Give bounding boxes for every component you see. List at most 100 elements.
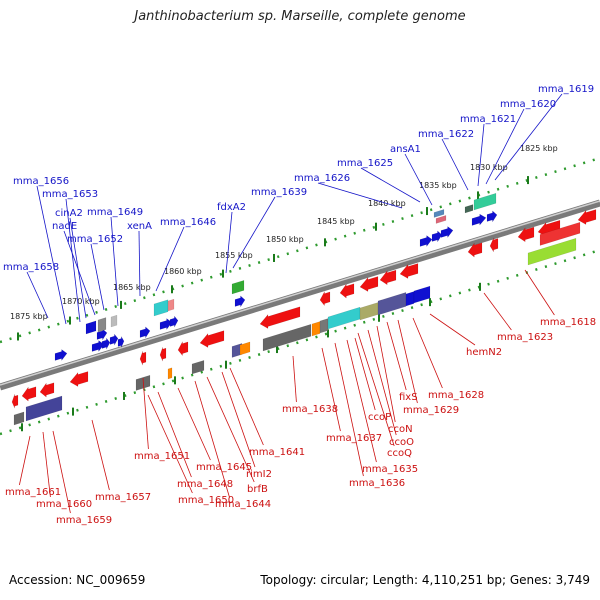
reverse-gene-label: mma_1618	[540, 317, 596, 328]
gene-glyph	[39, 382, 55, 398]
gene-glyph	[577, 209, 597, 225]
gene-glyph	[177, 341, 189, 357]
gene-glyph	[319, 291, 331, 307]
reverse-gene-leader	[429, 313, 476, 346]
gene-glyph	[231, 343, 243, 358]
reverse-gene-leader	[52, 430, 71, 514]
forward-gene-label: mma_1646	[160, 217, 216, 228]
forward-gene-leader	[477, 123, 485, 187]
forward-gene-leader	[317, 182, 403, 209]
gene-glyph	[110, 314, 118, 328]
gene-glyph	[91, 339, 105, 353]
reverse-gene-leader	[177, 387, 211, 461]
reverse-gene-leader	[42, 431, 51, 498]
gene-glyph	[311, 321, 321, 337]
gene-glyph	[431, 230, 443, 243]
reverse-gene-label: ccoN	[388, 424, 413, 435]
reverse-gene-leader	[321, 347, 341, 432]
reverse-gene-label: mma_1635	[362, 464, 418, 475]
forward-gene-leader	[110, 216, 119, 307]
forward-gene-label: mma_1619	[538, 84, 594, 95]
forward-gene-leader	[494, 93, 563, 181]
forward-gene-label: mma_1658	[3, 262, 59, 273]
gene-glyph	[139, 351, 147, 366]
forward-gene-label: mma_1653	[42, 189, 98, 200]
forward-gene-label: nadE	[52, 221, 77, 232]
gene-glyph	[21, 386, 37, 402]
gene-glyph	[405, 291, 415, 307]
forward-gene-label: xenA	[127, 221, 152, 232]
forward-gene-leader	[63, 230, 96, 316]
gene-glyph	[231, 279, 245, 295]
forward-gene-leader	[65, 198, 81, 323]
gene-glyph	[359, 302, 379, 321]
gene-glyph	[435, 215, 447, 224]
forward-gene-leader	[232, 196, 276, 269]
gene-glyph	[419, 234, 433, 248]
gene-glyph	[262, 323, 312, 352]
gene-glyph	[377, 292, 407, 316]
forward-gene-leader	[404, 153, 433, 206]
gene-glyph	[159, 317, 173, 331]
gene-glyph	[234, 295, 246, 308]
reverse-gene-label: mma_1645	[196, 462, 252, 473]
forward-gene-leader	[26, 271, 49, 319]
gene-glyph	[167, 367, 173, 380]
gene-glyph	[489, 237, 499, 253]
reverse-gene-label: mma_1648	[177, 479, 233, 490]
reverse-gene-label: mma_1641	[249, 447, 305, 458]
reverse-gene-label: mma_1628	[428, 390, 484, 401]
gene-glyph	[69, 371, 89, 387]
forward-gene-label: mma_1656	[13, 176, 69, 187]
forward-gene-leader	[360, 167, 421, 203]
forward-gene-leader	[90, 243, 105, 311]
scale-tick-label: 1870 kbp	[62, 297, 100, 306]
gene-glyph	[379, 269, 397, 286]
reverse-gene-leader	[483, 292, 512, 331]
gene-glyph	[464, 204, 474, 214]
map-title: Janthinobacterium sp. Marseille, complet…	[134, 9, 466, 24]
reverse-gene-label: ccoO	[389, 437, 414, 448]
scale-tick-label: 1830 kbp	[470, 163, 508, 172]
gene-glyph	[259, 306, 301, 329]
forward-gene-label: mma_1652	[67, 234, 123, 245]
reverse-gene-leader	[292, 355, 297, 403]
gene-glyph	[539, 221, 581, 246]
forward-gene-label: ansA1	[390, 144, 421, 155]
gene-glyph	[486, 210, 498, 223]
forward-gene-label: mma_1649	[87, 207, 143, 218]
reverse-gene-label: mma_1650	[178, 495, 234, 506]
gene-glyph	[109, 333, 119, 346]
reverse-gene-label: mma_1644	[215, 499, 271, 510]
scale-tick-label: 1850 kbp	[266, 235, 304, 244]
gene-glyph	[517, 226, 535, 243]
reverse-gene-leader	[367, 329, 397, 436]
forward-gene-leader	[485, 108, 525, 185]
gene-glyph	[319, 318, 329, 334]
reverse-gene-leader	[229, 367, 264, 446]
reverse-gene-label: mma_1629	[403, 405, 459, 416]
gene-glyph	[399, 263, 419, 279]
reverse-gene-leader	[346, 339, 377, 463]
gene-glyph	[471, 213, 487, 226]
forward-gene-leader	[69, 217, 87, 319]
genome-stats: Topology: circular; Length: 4,110,251 bp…	[260, 573, 590, 587]
reverse-gene-label: mma_1636	[349, 478, 405, 489]
forward-gene-leader	[225, 211, 233, 274]
gene-glyph	[467, 242, 483, 258]
reverse-gene-label: ccoP	[368, 412, 391, 423]
reverse-gene-leader	[334, 342, 364, 477]
gene-glyph	[54, 348, 68, 362]
gene-glyph	[339, 283, 355, 299]
gene-glyph	[11, 394, 19, 409]
forward-gene-leader	[138, 230, 141, 297]
scale-tick-label: 1875 kbp	[10, 312, 48, 321]
scale-tick-label: 1865 kbp	[113, 283, 151, 292]
gene-glyph	[25, 395, 63, 422]
gene-glyph	[159, 347, 167, 362]
gene-glyph	[433, 209, 445, 218]
gene-glyph	[117, 335, 125, 348]
reverse-gene-label: mma_1623	[497, 332, 553, 343]
reverse-gene-label: mma_1661	[5, 487, 61, 498]
gene-glyph	[153, 299, 169, 317]
